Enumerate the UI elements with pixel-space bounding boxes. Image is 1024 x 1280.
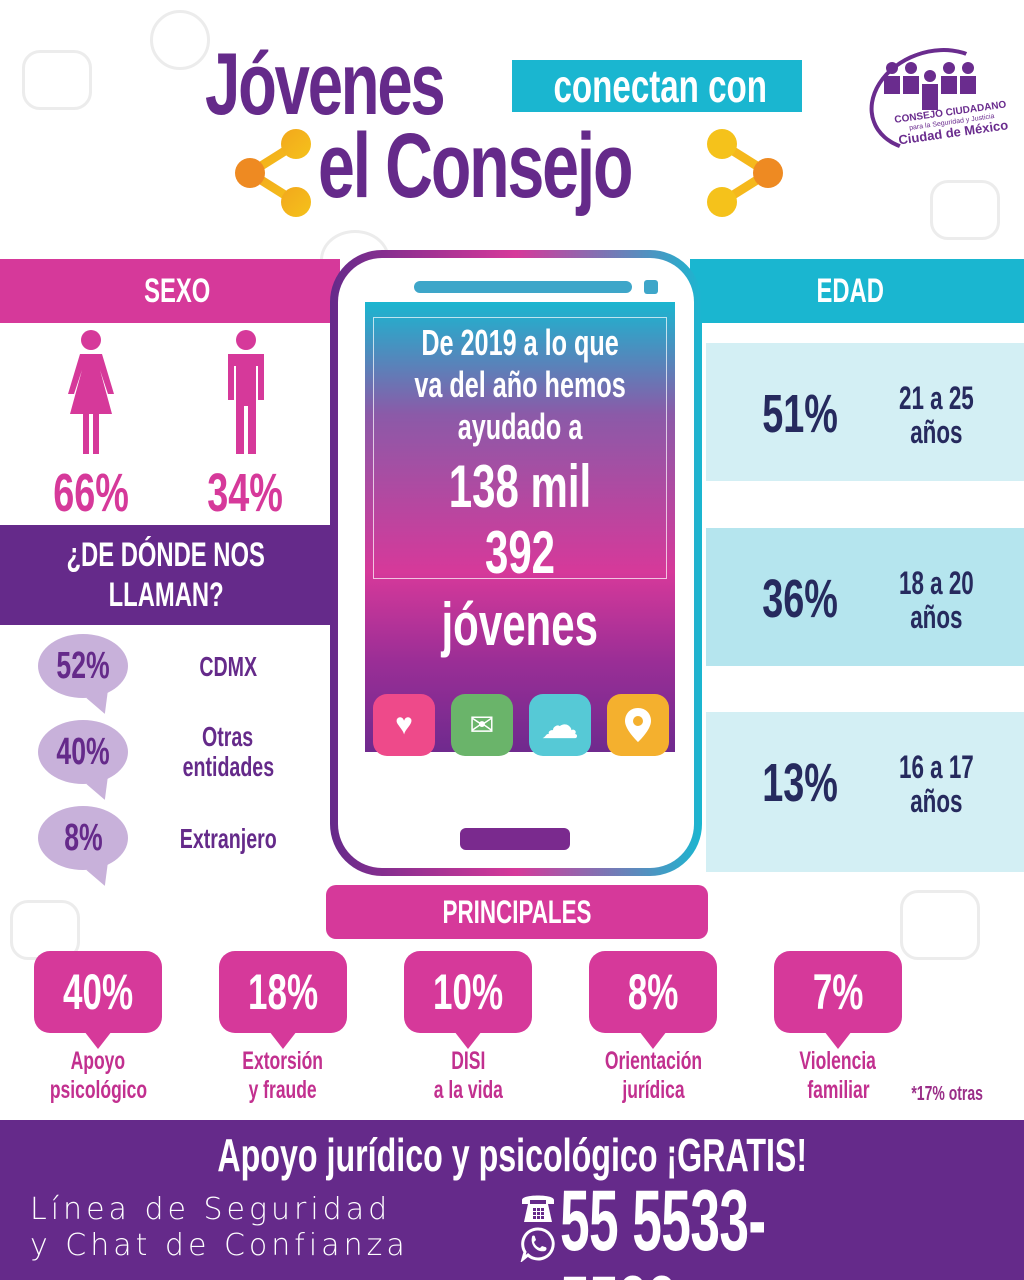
solicitud-bubble: 8% <box>589 951 717 1049</box>
phone-camera <box>644 280 658 294</box>
people-group-icon <box>884 62 976 110</box>
female-percent: 66% <box>53 463 129 523</box>
hotline-number[interactable]: 55 5533-5533 <box>560 1173 766 1280</box>
footer-title: Apoyo jurídico y psicológico ¡GRATIS! <box>217 1129 807 1181</box>
solicitud-label: Extorsión y fraude <box>242 1047 324 1104</box>
origin-label-extranjero: Extranjero <box>179 823 277 854</box>
male-percent: 34% <box>207 463 283 523</box>
telephone-icon <box>522 1195 554 1222</box>
phone-home-button <box>460 828 570 850</box>
screen-frame <box>373 317 667 579</box>
cloud-icon: ☁ <box>529 694 591 756</box>
solicitudes-footnote: *17% otras <box>911 1083 983 1105</box>
age-range: 21 a 25 años <box>898 380 974 450</box>
phone-speaker <box>414 281 632 293</box>
location-pin-icon <box>607 694 669 756</box>
title-tag: conectan con <box>512 60 802 112</box>
solicitud-bubble: 18% <box>219 951 347 1049</box>
sexo-header-bar <box>0 259 340 323</box>
origin-bubble-otras: 40% <box>38 720 128 784</box>
share-icon <box>235 129 311 217</box>
solicitud-label: Violencia familiar <box>799 1047 877 1104</box>
heart-icon: ♥ <box>373 694 435 756</box>
sexo-title: SEXO <box>144 272 211 310</box>
female-icon <box>68 330 114 454</box>
origin-label-cdmx: CDMX <box>199 651 257 682</box>
footer-line-1: Línea de Seguridad <box>30 1192 392 1227</box>
whatsapp-icon <box>520 1227 555 1262</box>
footer-banner <box>0 1120 1024 1280</box>
age-row-18-20: 36% 18 a 20 años <box>706 528 1024 666</box>
male-icon <box>228 330 264 454</box>
age-row-21-25: 51% 21 a 25 años <box>706 343 1024 481</box>
solicitud-label: DISI a la vida <box>433 1047 503 1104</box>
footer-line-2: y Chat de Confianza <box>30 1228 409 1263</box>
title-line-1: Jóvenes <box>205 34 446 133</box>
app-icons-row: ♥ ✉ ☁ <box>373 694 669 756</box>
doodle-play-icon <box>22 50 92 110</box>
solicitud-bubble: 40% <box>34 951 162 1049</box>
origin-bubble-cdmx: 52% <box>38 634 128 698</box>
age-row-16-17: 13% 16 a 17 años <box>706 712 1024 872</box>
origin-label-otras: Otras entidades <box>182 721 274 782</box>
age-range: 18 a 20 años <box>898 565 974 635</box>
title-line-2: el Consejo <box>318 115 634 217</box>
solicitudes-title: PRINCIPALES SOLICITUDES <box>326 885 708 984</box>
doodle-chat-icon <box>930 180 1000 240</box>
consejo-logo: CONSEJO CIUDADANO para la Seguridad y Ju… <box>854 30 1022 170</box>
origen-header-bar: ¿DE DÓNDE NOS LLAMAN? <box>0 525 332 625</box>
age-percent: 36% <box>762 569 838 629</box>
doodle-emoji-icon <box>150 10 210 70</box>
age-percent: 51% <box>762 384 838 444</box>
solicitud-bubble: 10% <box>404 951 532 1049</box>
phone-screen: De 2019 a lo que va del año hemos ayudad… <box>365 302 675 756</box>
age-percent: 13% <box>762 753 838 813</box>
share-icon <box>707 129 783 217</box>
edad-header-bar <box>690 259 1024 323</box>
mail-icon: ✉ <box>451 694 513 756</box>
phone-illustration: De 2019 a lo que va del año hemos ayudad… <box>330 250 702 876</box>
solicitud-label: Orientación jurídica <box>604 1047 702 1104</box>
origin-bubble-extranjero: 8% <box>38 806 128 870</box>
phone-message: De 2019 a lo que va del año hemos ayudad… <box>414 322 626 658</box>
doodle-play-icon <box>900 890 980 960</box>
age-range: 16 a 17 años <box>898 749 974 819</box>
solicitud-bubble: 7% <box>774 951 902 1049</box>
solicitud-label: Apoyo psicológico <box>49 1047 147 1104</box>
edad-title: EDAD <box>816 272 884 310</box>
